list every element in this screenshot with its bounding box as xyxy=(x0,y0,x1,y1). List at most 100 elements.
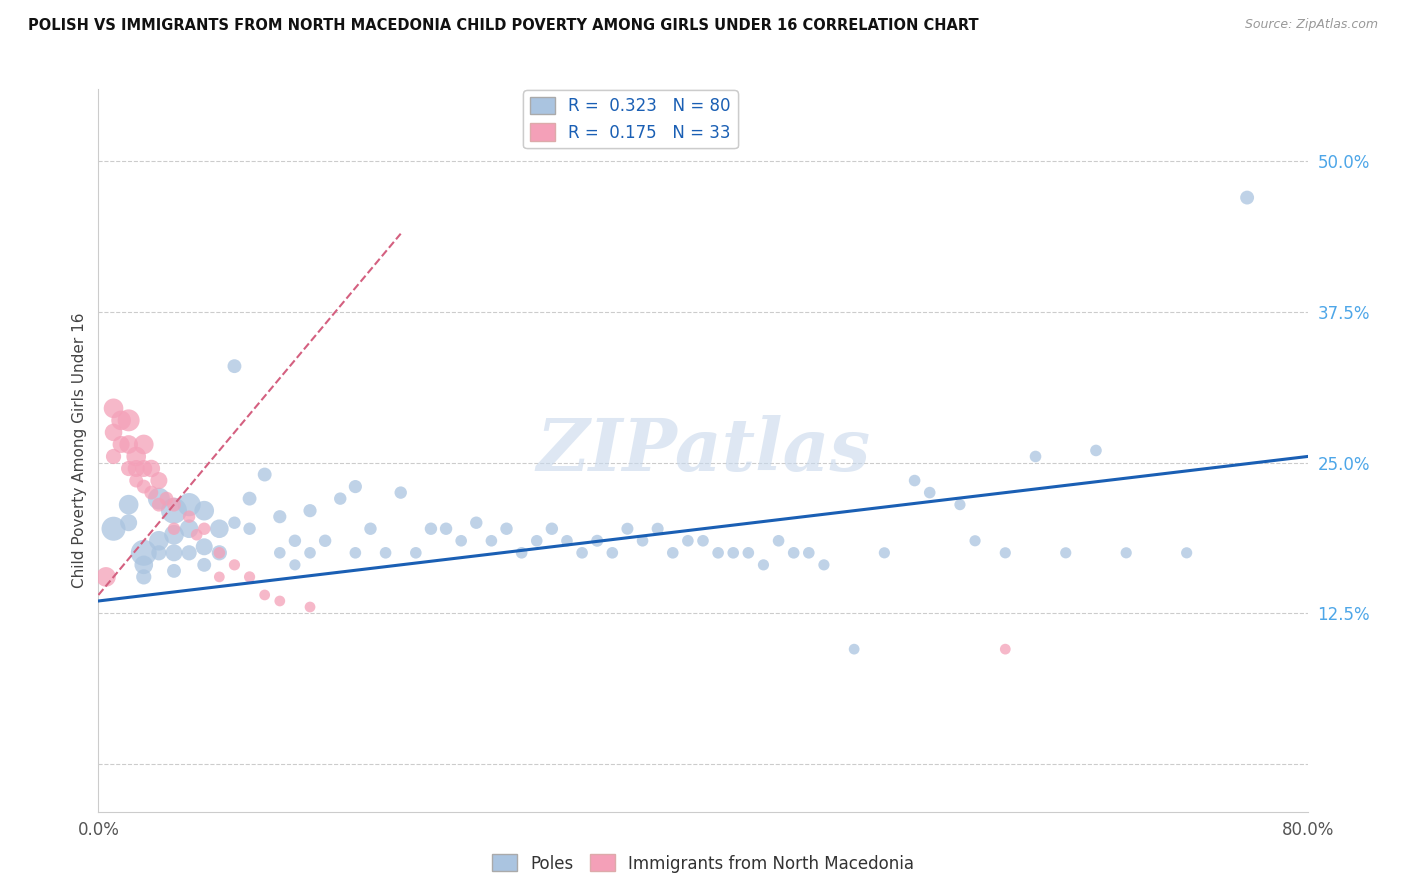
Point xyxy=(118,498,141,512)
Point xyxy=(148,498,170,512)
Point xyxy=(179,546,201,560)
Point xyxy=(344,480,367,494)
Point xyxy=(495,522,517,536)
Point xyxy=(676,533,699,548)
Point xyxy=(647,522,669,536)
Point xyxy=(118,413,141,427)
Point xyxy=(707,546,730,560)
Point xyxy=(110,413,132,427)
Point xyxy=(526,533,548,548)
Point xyxy=(1236,191,1258,205)
Point xyxy=(555,533,578,548)
Point xyxy=(1175,546,1198,560)
Point xyxy=(540,522,562,536)
Point xyxy=(360,522,382,536)
Legend: R =  0.323   N = 80, R =  0.175   N = 33: R = 0.323 N = 80, R = 0.175 N = 33 xyxy=(523,90,738,148)
Point xyxy=(1115,546,1137,560)
Point xyxy=(163,546,186,560)
Point xyxy=(284,558,307,572)
Point xyxy=(329,491,352,506)
Point xyxy=(465,516,488,530)
Point xyxy=(103,522,125,536)
Point xyxy=(692,533,714,548)
Point xyxy=(1024,450,1046,464)
Point xyxy=(132,480,155,494)
Point xyxy=(420,522,443,536)
Point xyxy=(193,540,215,554)
Point xyxy=(510,546,533,560)
Point xyxy=(374,546,396,560)
Text: POLISH VS IMMIGRANTS FROM NORTH MACEDONIA CHILD POVERTY AMONG GIRLS UNDER 16 COR: POLISH VS IMMIGRANTS FROM NORTH MACEDONI… xyxy=(28,18,979,33)
Point xyxy=(723,546,745,560)
Point xyxy=(94,570,117,584)
Point xyxy=(148,474,170,488)
Point xyxy=(163,498,186,512)
Point xyxy=(103,401,125,416)
Text: Source: ZipAtlas.com: Source: ZipAtlas.com xyxy=(1244,18,1378,31)
Point xyxy=(737,546,759,560)
Point xyxy=(208,546,231,560)
Point xyxy=(118,461,141,475)
Point xyxy=(269,546,291,560)
Point xyxy=(616,522,638,536)
Point xyxy=(965,533,987,548)
Point xyxy=(434,522,457,536)
Point xyxy=(949,498,972,512)
Point xyxy=(783,546,806,560)
Text: ZIPatlas: ZIPatlas xyxy=(536,415,870,486)
Point xyxy=(141,485,163,500)
Point xyxy=(141,461,163,475)
Point xyxy=(125,461,148,475)
Point xyxy=(155,491,177,506)
Point xyxy=(193,522,215,536)
Point xyxy=(602,546,624,560)
Point xyxy=(163,522,186,536)
Point xyxy=(661,546,683,560)
Point xyxy=(844,642,866,657)
Point xyxy=(873,546,896,560)
Point xyxy=(118,437,141,451)
Point xyxy=(224,516,246,530)
Point xyxy=(125,474,148,488)
Point xyxy=(148,546,170,560)
Y-axis label: Child Poverty Among Girls Under 16: Child Poverty Among Girls Under 16 xyxy=(72,313,87,588)
Point xyxy=(208,546,231,560)
Point xyxy=(994,546,1017,560)
Point xyxy=(163,528,186,542)
Point xyxy=(148,491,170,506)
Point xyxy=(239,491,262,506)
Point xyxy=(752,558,775,572)
Point xyxy=(163,564,186,578)
Point xyxy=(132,570,155,584)
Point xyxy=(269,594,291,608)
Legend: Poles, Immigrants from North Macedonia: Poles, Immigrants from North Macedonia xyxy=(485,847,921,880)
Point xyxy=(186,528,208,542)
Point xyxy=(179,522,201,536)
Point xyxy=(344,546,367,560)
Point xyxy=(994,642,1017,657)
Point xyxy=(481,533,503,548)
Point xyxy=(125,450,148,464)
Point xyxy=(103,450,125,464)
Point xyxy=(208,522,231,536)
Point xyxy=(571,546,593,560)
Point xyxy=(586,533,609,548)
Point xyxy=(132,437,155,451)
Point xyxy=(163,503,186,517)
Point xyxy=(132,461,155,475)
Point xyxy=(450,533,472,548)
Point xyxy=(299,546,322,560)
Point xyxy=(224,558,246,572)
Point xyxy=(179,498,201,512)
Point xyxy=(389,485,412,500)
Point xyxy=(103,425,125,440)
Point xyxy=(813,558,835,572)
Point xyxy=(1085,443,1108,458)
Point xyxy=(284,533,307,548)
Point xyxy=(768,533,790,548)
Point xyxy=(193,558,215,572)
Point xyxy=(208,570,231,584)
Point xyxy=(253,467,276,482)
Point xyxy=(918,485,941,500)
Point xyxy=(405,546,427,560)
